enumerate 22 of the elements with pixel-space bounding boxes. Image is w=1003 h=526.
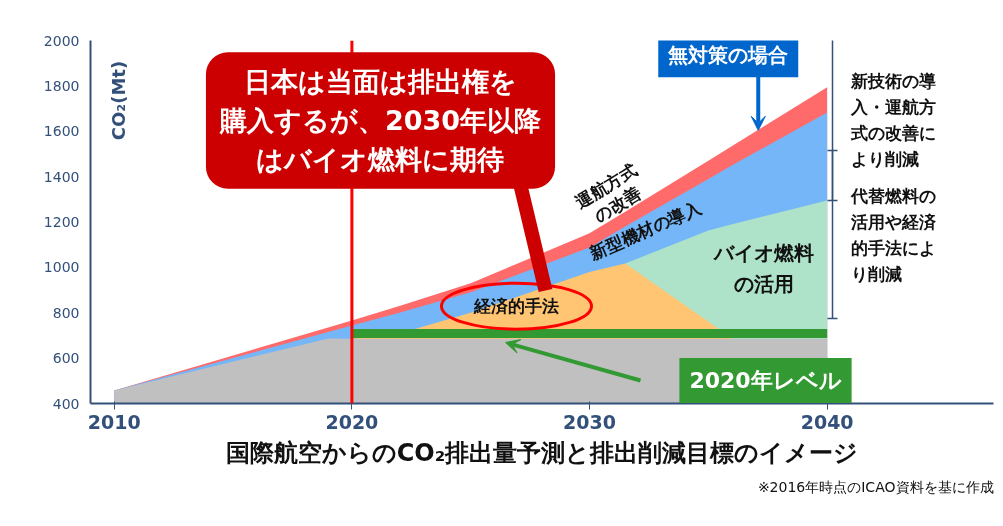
x-tick-label: 2040 <box>800 410 854 433</box>
y-tick-label: 1800 <box>43 77 80 94</box>
y-tick-label: 600 <box>52 350 80 367</box>
x-tick-label: 2030 <box>563 410 616 433</box>
y-tick-label: 400 <box>52 395 80 412</box>
x-tick-label: 2010 <box>87 410 141 433</box>
annotation: 日本は当面は排出権を購入するが、2030年以降はバイオ燃料に期待 <box>218 66 542 175</box>
annotation: 2020年レベル <box>689 368 842 393</box>
annotation: 無対策の場合 <box>667 43 789 68</box>
series-label: バイオ燃料の活用 <box>712 240 814 297</box>
annotation: 新技術の導入・運航方式の改善により削減 <box>849 70 936 169</box>
y-tick-label: 1000 <box>43 259 80 276</box>
y-tick-label: 2000 <box>43 32 80 49</box>
y-tick-label: 800 <box>52 304 80 321</box>
y-tick-label: 1600 <box>43 123 80 140</box>
annotation: 代替燃料の活用や経済的手法により削減 <box>849 185 937 284</box>
text: 国際航空からのCO₂排出量予測と排出削減目標のイメージ <box>225 438 859 467</box>
y-tick-label: 1400 <box>43 168 80 185</box>
y-axis-title: CO₂(Mt) <box>108 60 129 141</box>
text: ※2016年時点のICAO資料を基に作成 <box>757 478 994 495</box>
x-tick-label: 2020 <box>325 410 379 433</box>
y-tick-label: 1200 <box>43 214 80 230</box>
